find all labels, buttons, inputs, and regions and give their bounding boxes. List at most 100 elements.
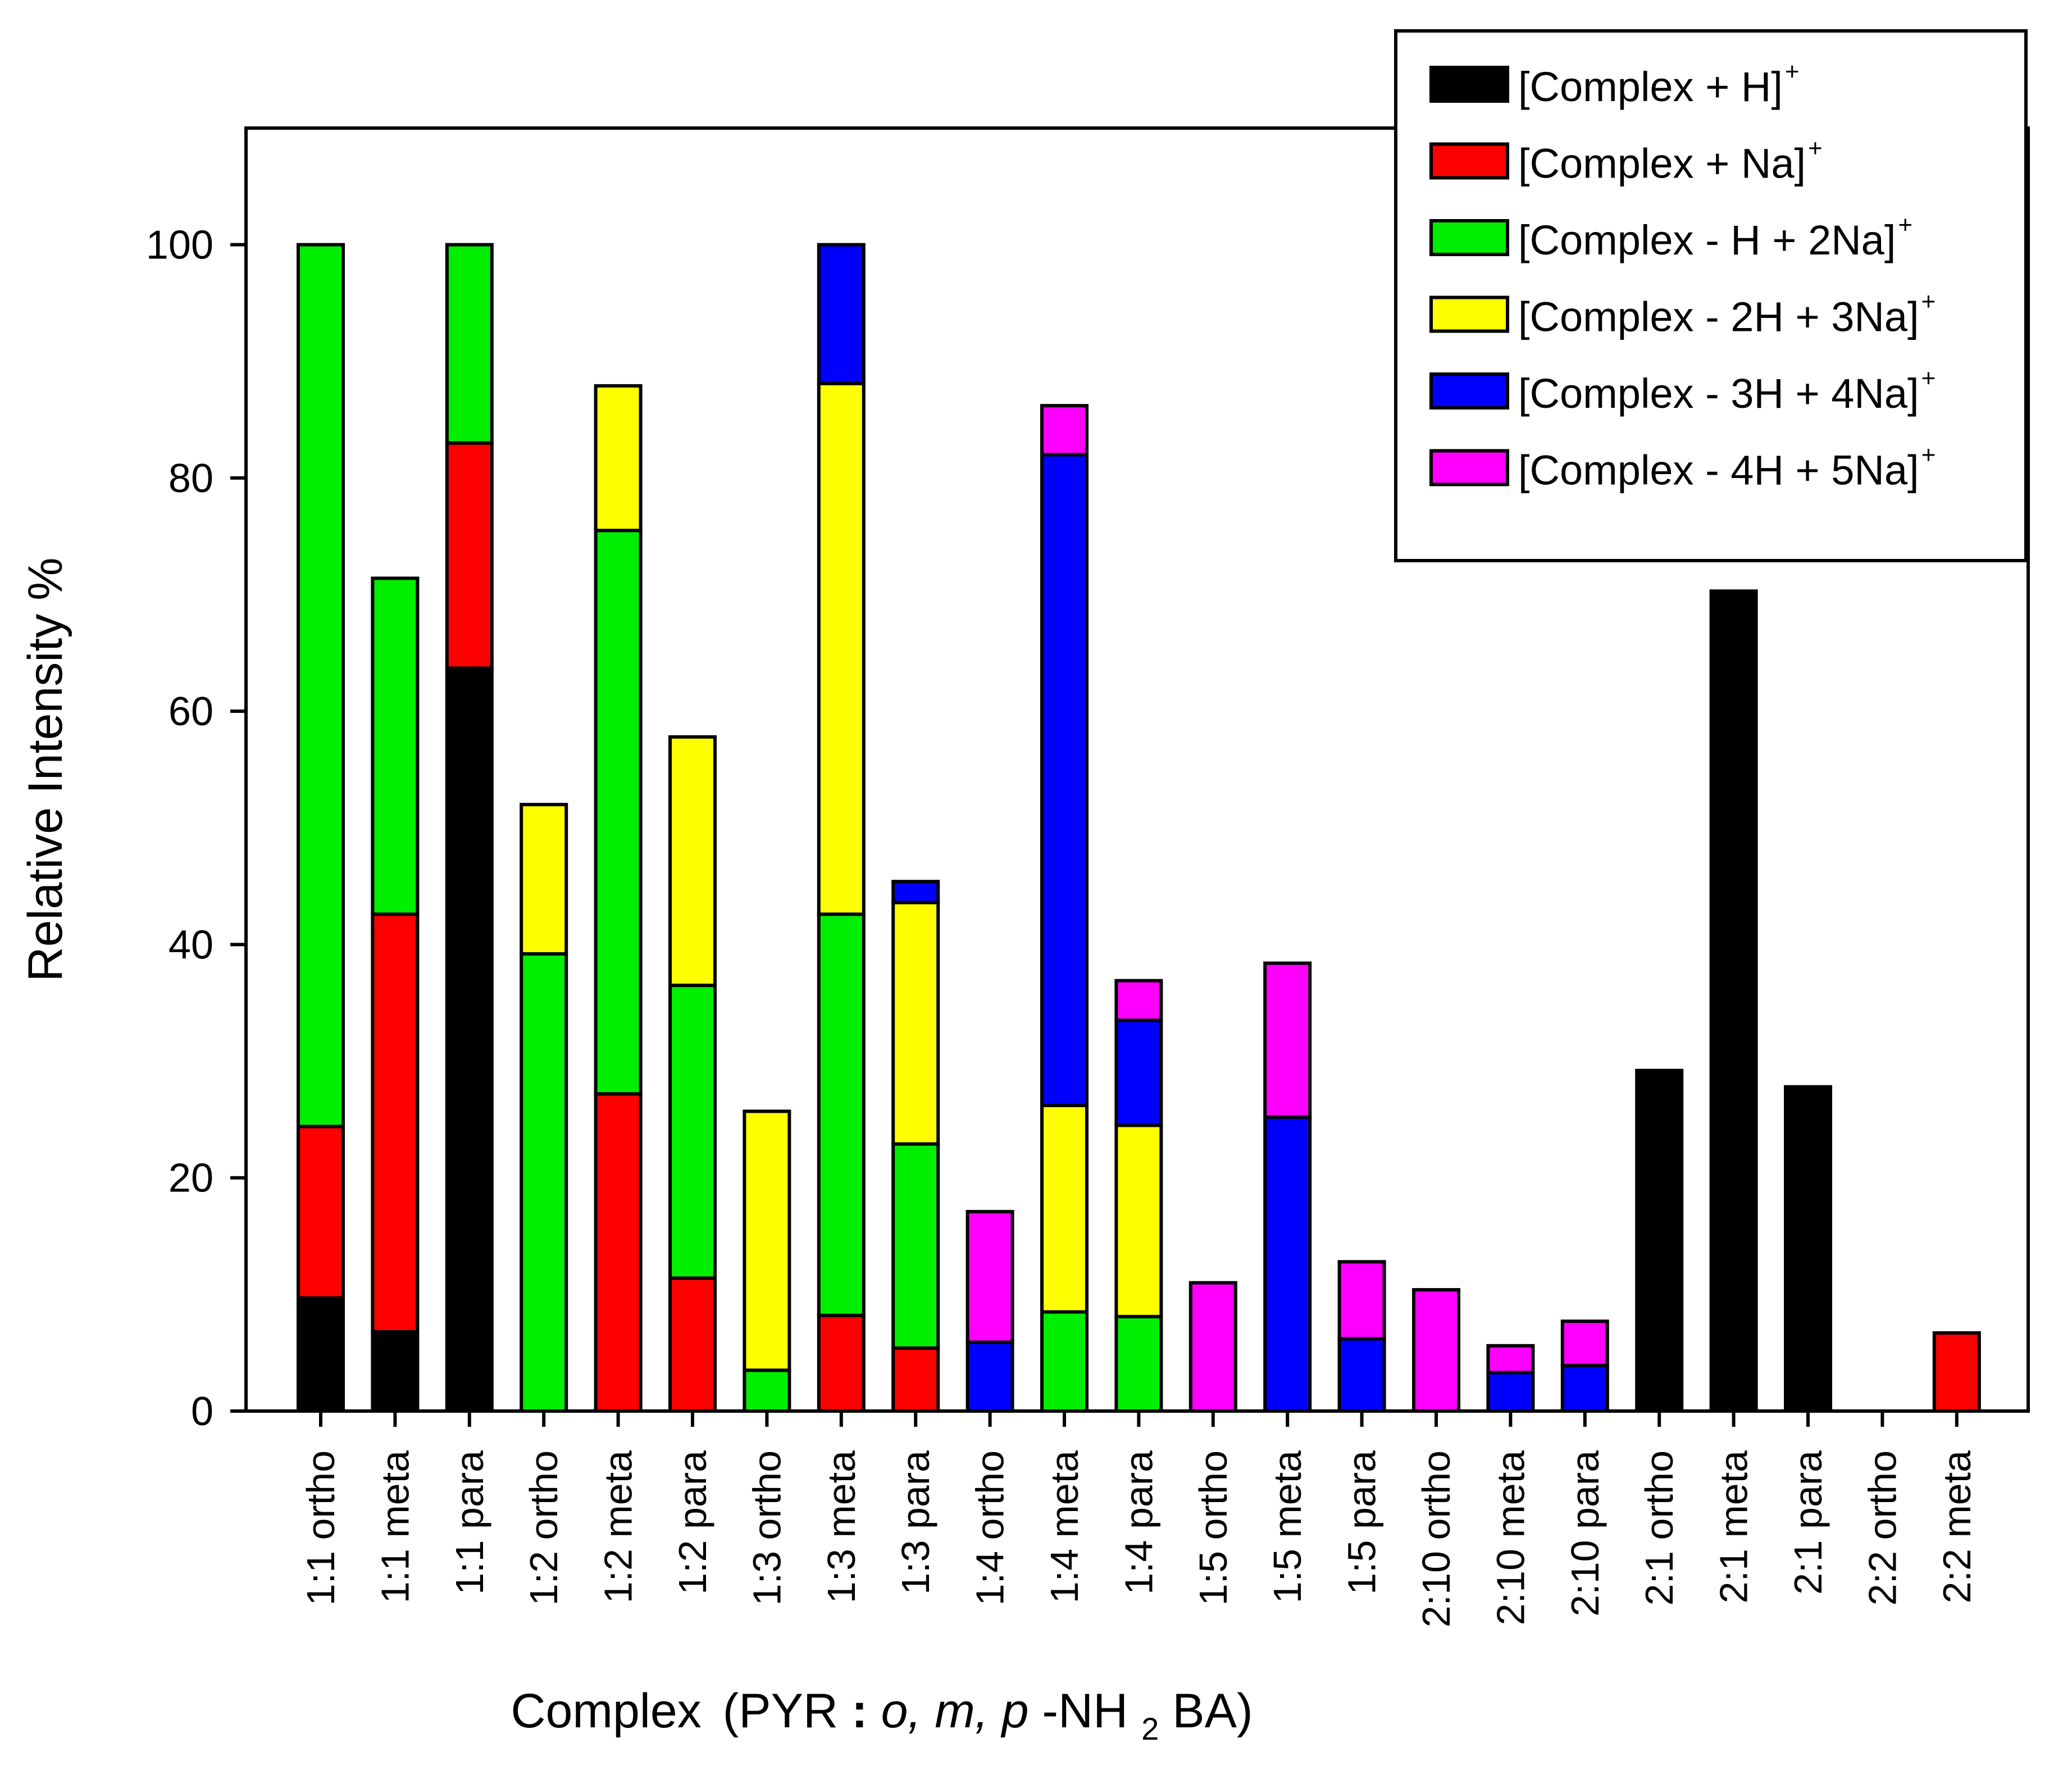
x-tick-label-5: 1:2 meta	[596, 1450, 640, 1603]
bar-segment-5-cat-14	[1263, 1115, 1312, 1413]
x-axis: 1:1 ortho 1:1 meta 1:1 para 1:2 ortho 1:2 me…	[299, 1411, 1979, 1627]
bar-segment-3-cat-2	[371, 576, 420, 916]
bar-segment-4-cat-7	[743, 1109, 791, 1372]
y-axis-title: Relative Intensity %	[19, 557, 72, 981]
bar-segment-3-cat-11	[1040, 1310, 1089, 1413]
bar-segment-1-cat-1	[297, 1296, 345, 1413]
y-tick-label-80: 80	[169, 456, 213, 501]
bar-segment-5-cat-15	[1337, 1337, 1386, 1413]
x-axis-title-p: p	[1000, 1684, 1029, 1738]
x-tick-label-19: 2:1 ortho	[1637, 1450, 1681, 1605]
x-tick-label-21: 2:1 para	[1786, 1450, 1830, 1595]
bar-segment-2-cat-5	[594, 1092, 643, 1413]
x-tick-label-23: 2:2 meta	[1935, 1450, 1979, 1603]
bar-segment-6-cat-13	[1188, 1281, 1237, 1413]
y-tick-label-20: 20	[169, 1156, 213, 1201]
legend-swatch-6	[1429, 449, 1509, 486]
x-axis-title-sub: 2	[1141, 1711, 1159, 1746]
x-tick-label-18: 2:10 para	[1563, 1450, 1607, 1617]
bar-segment-6-cat-17	[1486, 1344, 1535, 1375]
bar-segment-1-cat-2	[371, 1330, 420, 1413]
bar-segment-5-cat-10	[966, 1340, 1014, 1413]
x-axis-title-colon: :	[851, 1684, 881, 1738]
x-axis-title-m: m,	[935, 1684, 989, 1738]
bar-segment-2-cat-23	[1932, 1331, 1981, 1413]
bar-segment-6-cat-12	[1114, 979, 1163, 1022]
bar-segment-4-cat-9	[891, 900, 940, 1146]
bar-segment-3-cat-4	[520, 952, 568, 1413]
bar-segment-5-cat-9	[891, 880, 940, 904]
x-tick-label-3: 1:1 para	[448, 1450, 491, 1595]
bar-segment-4-cat-8	[817, 381, 866, 916]
bar-segment-4-cat-5	[594, 384, 643, 533]
x-tick-label-9: 1:3 para	[894, 1450, 937, 1595]
bar-segment-2-cat-2	[371, 912, 420, 1334]
x-tick-label-15: 1:5 para	[1340, 1450, 1384, 1595]
legend-label-3: [Complex - H + 2Na]+	[1518, 211, 1912, 263]
legend-label-5: [Complex - 3H + 4Na]+	[1518, 365, 1936, 417]
x-axis-title-open: (PYR	[723, 1684, 838, 1738]
x-tick-label-20: 2:1 meta	[1712, 1450, 1756, 1603]
x-tick-label-1: 1:1 ortho	[299, 1450, 343, 1605]
legend-swatch-4	[1429, 295, 1509, 333]
bar-segment-5-cat-18	[1560, 1364, 1609, 1413]
bar-segment-6-cat-11	[1040, 404, 1089, 457]
y-tick-label-60: 60	[169, 689, 213, 734]
x-axis-title: Complex (PYR : o, m, p -NH 2 BA)	[511, 1684, 1253, 1750]
x-tick-label-10: 1:4 ortho	[968, 1450, 1012, 1605]
x-tick-label-2: 1:1 meta	[373, 1450, 417, 1603]
bar-segment-3-cat-3	[445, 243, 494, 445]
bar-segment-6-cat-18	[1560, 1320, 1609, 1368]
bar-segment-6-cat-15	[1337, 1260, 1386, 1341]
bar-segment-5-cat-12	[1114, 1018, 1163, 1127]
legend-swatch-2	[1429, 142, 1509, 180]
x-tick-label-17: 2:10 meta	[1488, 1450, 1532, 1625]
x-axis-title-o: o,	[881, 1684, 922, 1738]
x-axis-title-main: Complex	[511, 1684, 701, 1738]
bar-segment-3-cat-7	[743, 1368, 791, 1413]
y-axis: 0 20 40 60 80 100	[146, 223, 246, 1434]
bar-segment-1-cat-21	[1784, 1085, 1832, 1413]
x-tick-label-16: 2:10 ortho	[1414, 1450, 1458, 1627]
bar-segment-3-cat-8	[817, 912, 866, 1317]
x-tick-label-12: 1:4 para	[1117, 1450, 1160, 1595]
bar-segment-6-cat-10	[966, 1209, 1014, 1344]
x-tick-label-22: 2:2 ortho	[1860, 1450, 1904, 1605]
y-tick-label-100: 100	[146, 223, 213, 268]
x-tick-label-7: 1:3 ortho	[745, 1450, 789, 1605]
bar-segment-5-cat-11	[1040, 453, 1089, 1107]
legend-label-6: [Complex - 4H + 5Na]+	[1518, 442, 1936, 494]
bar-segment-1-cat-20	[1709, 589, 1758, 1413]
legend-items: [Complex + H]+ [Complex + Na]+ [Complex - …	[1429, 58, 1936, 494]
legend-label-1: [Complex + H]+	[1518, 58, 1800, 110]
bar-segment-2-cat-9	[891, 1346, 940, 1413]
x-tick-label-13: 1:5 ortho	[1191, 1450, 1235, 1605]
x-tick-label-11: 1:4 meta	[1042, 1450, 1086, 1603]
legend-label-4: [Complex - 2H + 3Na]+	[1518, 288, 1936, 340]
bar-segment-3-cat-12	[1114, 1314, 1163, 1413]
legend-swatch-5	[1429, 372, 1509, 410]
bar-segment-1-cat-3	[445, 666, 494, 1413]
bar-segment-4-cat-4	[520, 803, 568, 956]
bar-segment-1-cat-19	[1635, 1068, 1684, 1413]
bar-segment-5-cat-17	[1486, 1371, 1535, 1413]
bar-segment-3-cat-1	[297, 243, 345, 1129]
bar-segment-6-cat-14	[1263, 961, 1312, 1119]
bar-segment-4-cat-11	[1040, 1103, 1089, 1314]
bar-segment-3-cat-5	[594, 529, 643, 1096]
x-tick-label-6: 1:2 para	[671, 1450, 714, 1595]
bar-segment-2-cat-8	[817, 1313, 866, 1413]
legend: [Complex + H]+ [Complex + Na]+ [Complex - …	[1394, 29, 2028, 562]
x-tick-label-14: 1:5 meta	[1265, 1450, 1309, 1603]
bar-segment-3-cat-6	[668, 984, 717, 1280]
y-tick-label-0: 0	[191, 1389, 213, 1434]
legend-swatch-3	[1429, 219, 1509, 256]
bar-segment-3-cat-9	[891, 1142, 940, 1350]
x-axis-title-end: BA)	[1172, 1684, 1253, 1738]
x-axis-title-rest: -NH	[1042, 1684, 1128, 1738]
bar-segment-6-cat-16	[1412, 1288, 1460, 1413]
bar-segment-4-cat-12	[1114, 1123, 1163, 1318]
y-tick-label-40: 40	[169, 922, 213, 967]
bar-segment-5-cat-8	[817, 243, 866, 385]
